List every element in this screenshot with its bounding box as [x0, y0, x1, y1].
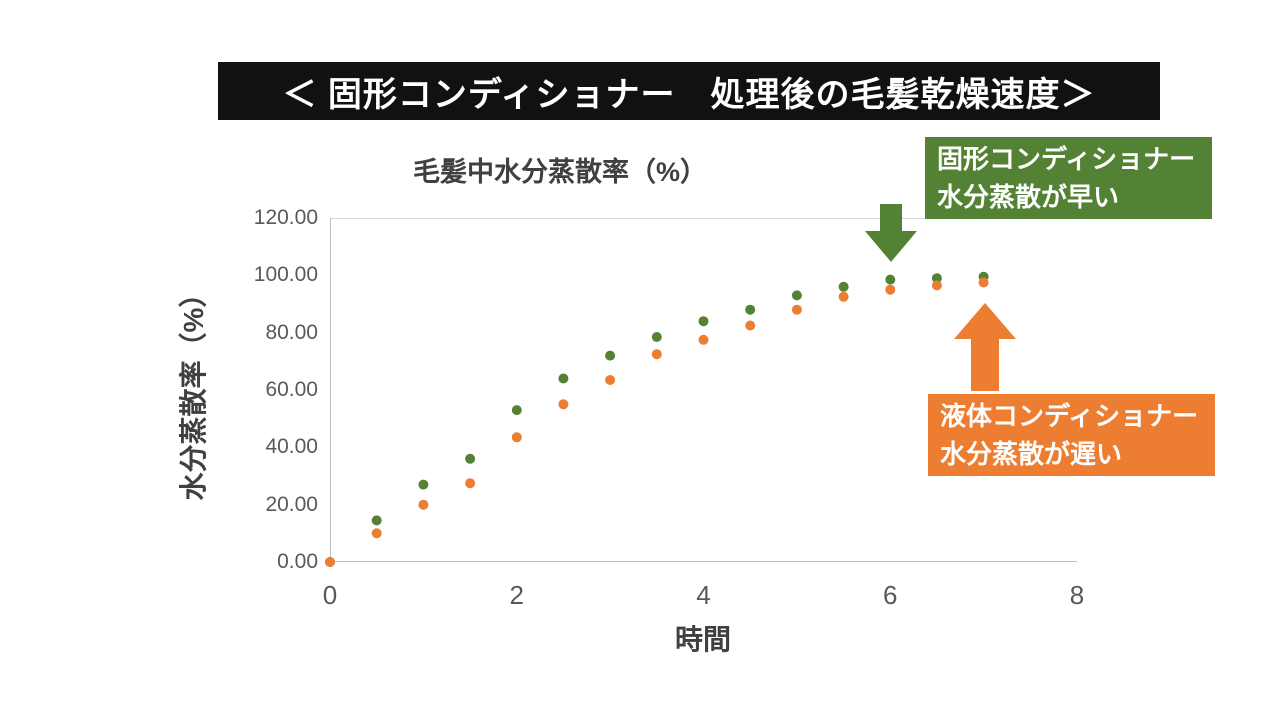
- y-tick-label: 60.00: [265, 378, 318, 401]
- y-tick-label: 120.00: [253, 206, 318, 229]
- data-point: [838, 291, 849, 302]
- data-point: [511, 432, 522, 443]
- slide-title: ＜ 固形コンディショナー 処理後の毛髪乾燥速度＞: [282, 75, 1096, 114]
- data-point: [651, 332, 662, 342]
- scatter-plot: [325, 218, 1077, 567]
- data-point: [371, 515, 382, 526]
- x-axis-title: 時間: [674, 624, 731, 655]
- data-point: [745, 304, 756, 315]
- green-callout: 固形コンディショナー 水分蒸散が早い: [925, 137, 1212, 219]
- data-point: [931, 273, 942, 284]
- green-down-arrow-icon: [865, 204, 917, 262]
- orange-callout-line2: 水分蒸散が遅い: [940, 439, 1123, 469]
- data-point: [745, 320, 756, 331]
- data-point: [558, 373, 569, 384]
- y-tick-label: 20.00: [265, 492, 318, 516]
- data-point: [698, 334, 709, 345]
- data-point: [838, 281, 849, 292]
- data-point: [418, 479, 429, 490]
- data-point: [651, 349, 662, 360]
- y-axis-title: 水分蒸散率（%）: [178, 279, 209, 501]
- data-point: [978, 277, 989, 288]
- chart-title: 毛髪中水分蒸散率（%）: [412, 157, 707, 187]
- data-point: [558, 399, 569, 410]
- orange-up-arrow-icon: [954, 303, 1016, 391]
- x-tick-label: 8: [1069, 580, 1085, 610]
- data-point: [465, 478, 476, 489]
- x-tick-label: 4: [696, 580, 711, 610]
- data-point: [465, 453, 476, 464]
- data-point: [885, 284, 896, 295]
- data-point: [791, 290, 802, 301]
- data-point: [931, 280, 942, 291]
- data-point: [605, 375, 616, 385]
- orange-callout: 液体コンディショナー 水分蒸散が遅い: [928, 394, 1215, 476]
- orange-callout-line1: 液体コンディショナー: [940, 401, 1199, 431]
- y-tick-label: 100.00: [253, 263, 318, 287]
- y-tick-label: 40.00: [265, 435, 318, 459]
- x-tick-label: 6: [883, 580, 898, 610]
- data-point: [791, 304, 802, 315]
- x-tick-label: 2: [509, 580, 524, 610]
- data-point: [325, 557, 335, 567]
- data-point: [418, 499, 429, 510]
- data-point: [511, 405, 522, 416]
- data-point: [698, 316, 709, 327]
- y-tick-label: 0.00: [277, 550, 318, 573]
- green-callout-line1: 固形コンディショナー: [937, 144, 1196, 174]
- data-point: [371, 528, 382, 539]
- title-banner: ＜ 固形コンディショナー 処理後の毛髪乾燥速度＞: [218, 62, 1160, 120]
- x-tick-label: 0: [322, 580, 338, 610]
- data-point: [885, 274, 896, 285]
- data-point: [605, 350, 616, 361]
- green-callout-line2: 水分蒸散が早い: [937, 182, 1120, 212]
- y-tick-label: 80.00: [265, 320, 318, 344]
